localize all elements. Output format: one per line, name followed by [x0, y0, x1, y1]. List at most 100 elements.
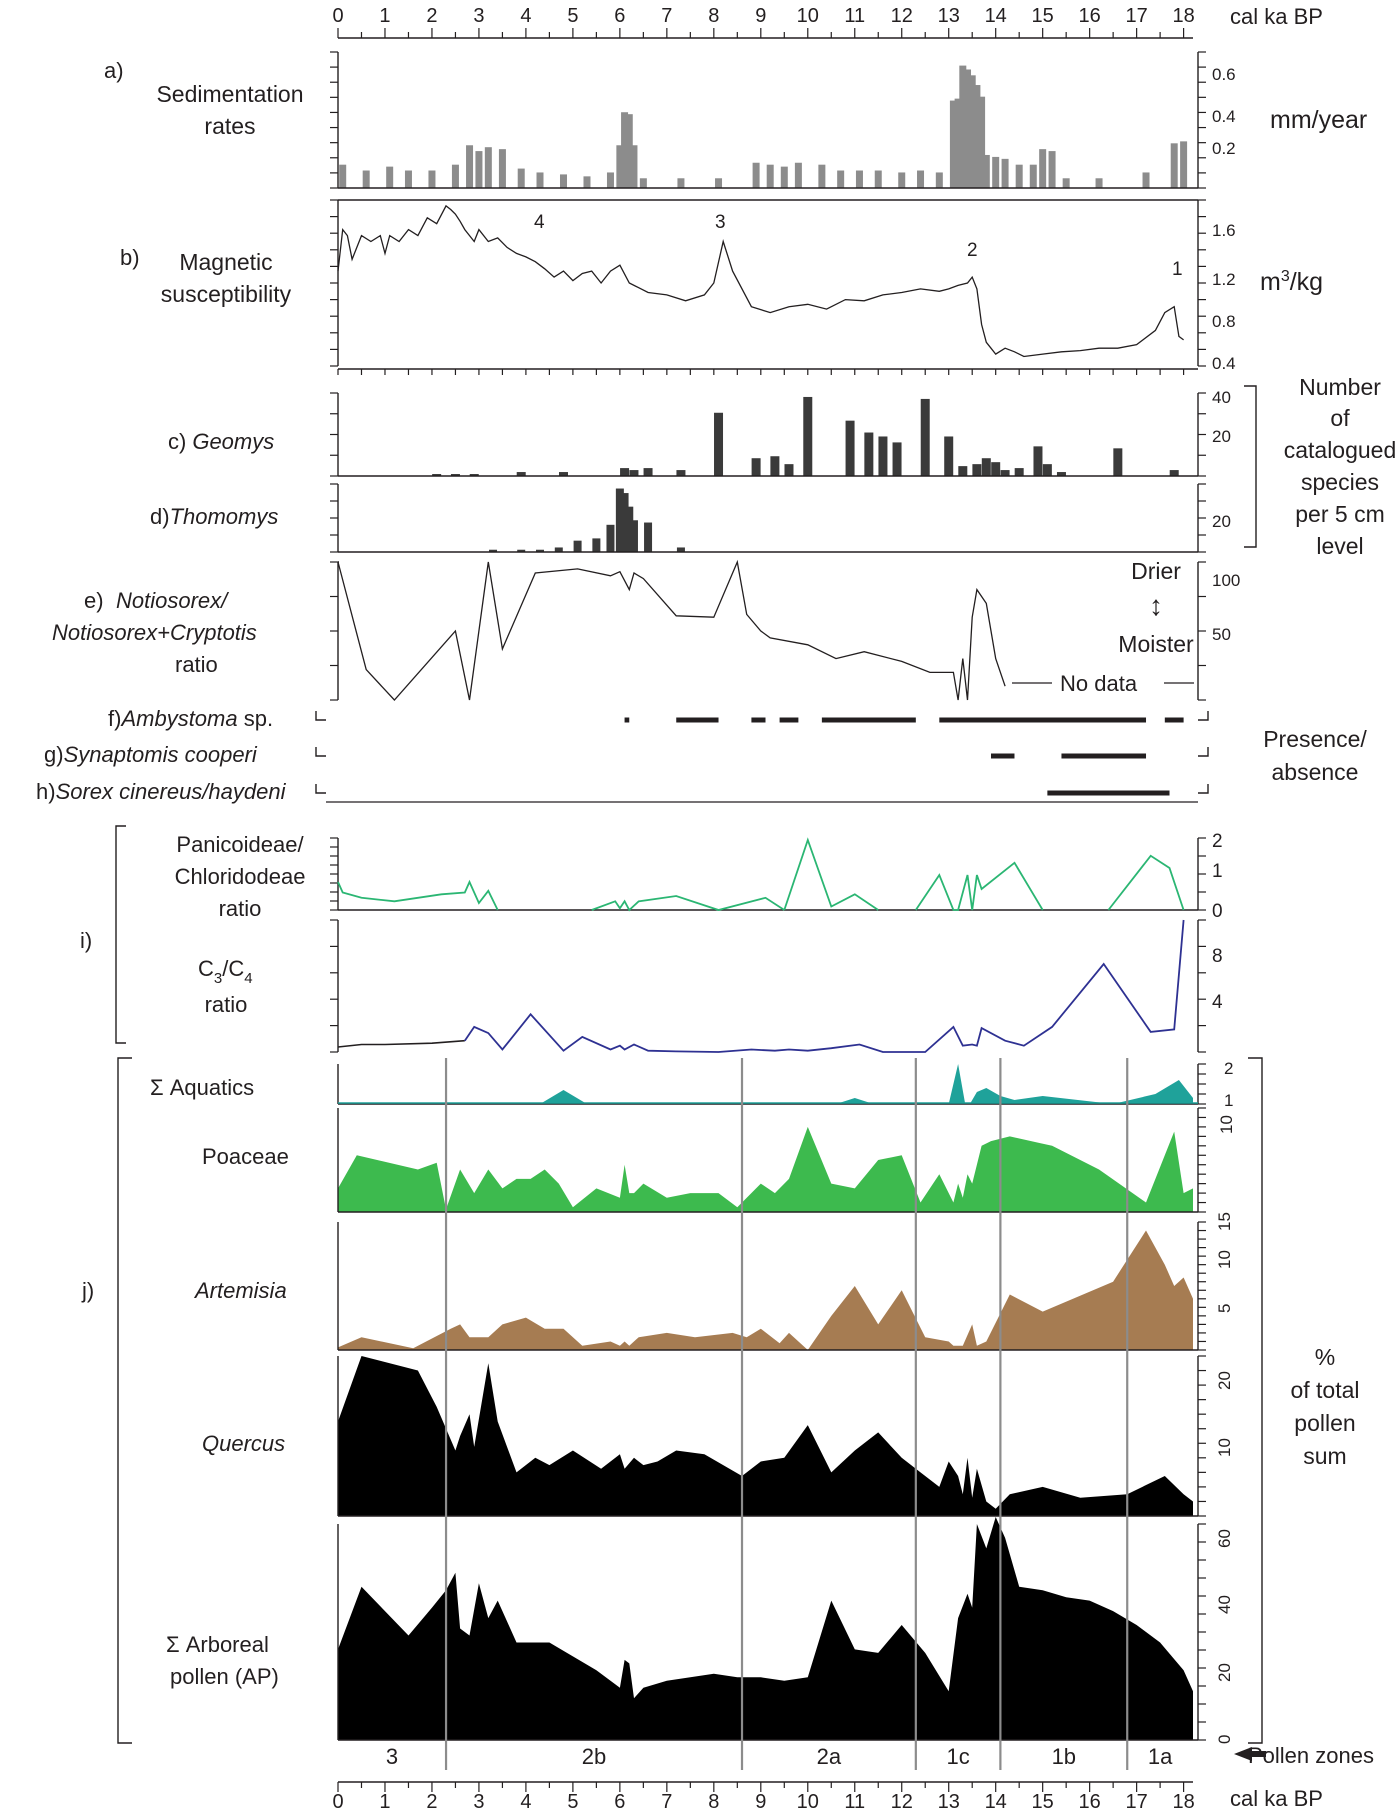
panel-b-tick-3: 1.6 [1212, 221, 1236, 240]
sedimentation-bar [404, 170, 412, 188]
sedimentation-rates-chart [330, 51, 1206, 189]
poaceae-tick-0: 10 [1217, 1115, 1236, 1134]
panel-d-letter: d) [150, 504, 170, 529]
sedimentation-bar [583, 176, 591, 188]
sedimentation-bar [752, 162, 760, 188]
presence-row-right-bracket [1198, 747, 1209, 757]
artemisia-ticks: 5 10 15 [1215, 1212, 1234, 1313]
sedimentation-bar [982, 154, 990, 188]
panel-b-tick-2: 1.2 [1212, 270, 1236, 289]
thomomys-chart [330, 483, 1206, 553]
sedimentation-bar [339, 164, 347, 188]
geomys-bar [676, 470, 686, 476]
sedimentation-bar [386, 166, 394, 188]
ap-tick-2: 40 [1215, 1595, 1234, 1614]
panel-a-tick-0: 0.2 [1212, 139, 1236, 158]
panel-b-unit: m3/kg [1260, 268, 1323, 296]
panel-b-tick-1: 0.8 [1212, 312, 1236, 331]
top-axis-tick-label: 4 [520, 5, 531, 27]
thomomys-bar [615, 488, 624, 552]
panel-c-taxon: Geomys [192, 429, 274, 454]
bottom-axis-tick-label: 8 [708, 1791, 719, 1813]
sedimentation-bar [621, 112, 629, 188]
quercus-tick-0: 10 [1215, 1438, 1234, 1457]
cd-bracket [1244, 385, 1257, 548]
moister-label: Moister [1118, 631, 1194, 657]
bottom-axis-label: cal ka BP [1230, 1786, 1323, 1811]
panel-j-letter: j) [81, 1278, 94, 1303]
artemisia-tick-0: 5 [1215, 1304, 1234, 1313]
quercus-area [338, 1356, 1193, 1516]
panel-c-letter: c) [168, 429, 186, 454]
bottom-axis-tick-label: 0 [332, 1791, 343, 1813]
bottom-axis-tick-label: 10 [797, 1791, 819, 1813]
thomomys-bar [536, 549, 545, 552]
cd-label-line-5: per 5 cm [1295, 501, 1384, 527]
geomys-bar [784, 464, 794, 476]
cd-label-line-4: species [1301, 469, 1379, 495]
geomys-bar [516, 472, 526, 476]
thomomys-bar [573, 540, 582, 552]
thomomys-bar [517, 549, 526, 552]
geomys-bar [920, 398, 930, 476]
sedimentation-bar [837, 170, 845, 188]
geomys-bar [981, 458, 991, 476]
geomys-bar [803, 396, 813, 476]
geomys-bar [1056, 472, 1066, 476]
sedimentation-bar [917, 170, 925, 188]
panel-i2-title-2: ratio [205, 992, 248, 1017]
panel-a-letter: a) [104, 58, 124, 83]
c3-c4-ratio-line [464, 919, 1185, 1053]
sedimentation-bar [818, 164, 826, 188]
artemisia-tick-1: 10 [1215, 1250, 1234, 1269]
bottom-axis-tick-label: 18 [1172, 1791, 1194, 1813]
quercus-tick-1: 20 [1215, 1371, 1234, 1390]
panel-g-letter: g) [44, 742, 64, 767]
panel-b-tick-0: 0.4 [1212, 354, 1236, 373]
panel-a-title-1: Sedimentation [156, 81, 303, 107]
poaceae-title: Poaceae [202, 1144, 289, 1169]
top-axis-tick-label: 1 [379, 5, 390, 27]
geomys-bar [1169, 470, 1179, 476]
panel-e-tick-0: 50 [1212, 625, 1231, 644]
bottom-axis-tick-label: 7 [661, 1791, 672, 1813]
sedimentation-bar [855, 170, 863, 188]
bottom-axis-tick-label: 11 [844, 1791, 865, 1813]
pollen-zone-label: 2b [582, 1744, 606, 1769]
geomys-bar [1014, 468, 1024, 476]
panel-e-tick-1: 100 [1212, 571, 1240, 590]
panel-h-letter: h) [36, 779, 56, 804]
top-axis-tick-label: 13 [938, 5, 960, 27]
panel-e-letter: e) [84, 588, 104, 613]
sedimentation-bar [498, 149, 506, 188]
presence-row-left-bracket [315, 784, 326, 794]
aquatics-area [338, 1064, 1193, 1104]
sedimentation-bar [517, 168, 525, 188]
aquatics-tick-0: 1 [1224, 1091, 1233, 1110]
top-axis-tick-label: 18 [1172, 5, 1194, 27]
artemisia-tick-2: 15 [1215, 1212, 1234, 1231]
panel-c-tick-0: 20 [1212, 427, 1231, 446]
panel-e-ticks: 50 100 [1212, 571, 1240, 644]
c3-c4-ratio-chart [330, 919, 1206, 1053]
geomys-bar [629, 470, 639, 476]
j-bracket [117, 1057, 132, 1744]
notiosorex-ratio-chart [330, 559, 1206, 701]
thomomys-bar [489, 549, 498, 552]
c3-c4-ratio-line-black [337, 1039, 465, 1048]
aquatics-title: Σ Aquatics [150, 1075, 254, 1100]
sedimentation-bar [949, 100, 957, 188]
bottom-axis-tick-label: 4 [520, 1791, 531, 1813]
geomys-bar [770, 456, 780, 476]
sedimentation-bar [484, 147, 492, 188]
thomomys-bar [676, 547, 685, 552]
bottom-axis-tick-label: 17 [1126, 1791, 1148, 1813]
panicoideae-ratio-chart [330, 837, 1206, 912]
pollen-zone-label: 1b [1052, 1744, 1076, 1769]
poaceae-ticks: 10 [1217, 1115, 1236, 1134]
thomomys-bar [620, 493, 629, 552]
geomys-bar [469, 474, 479, 476]
notiosorex-ratio-line [337, 559, 1006, 701]
peak-label-4: 4 [534, 212, 545, 233]
